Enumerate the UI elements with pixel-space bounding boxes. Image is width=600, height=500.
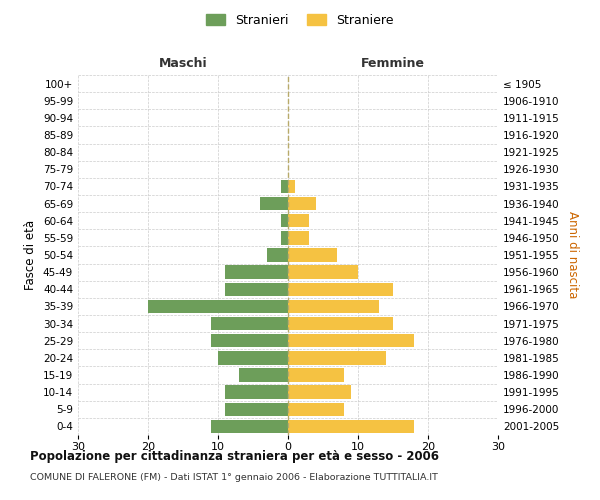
- Bar: [281, 214, 288, 228]
- Bar: [267, 248, 288, 262]
- Bar: [288, 351, 386, 364]
- Text: COMUNE DI FALERONE (FM) - Dati ISTAT 1° gennaio 2006 - Elaborazione TUTTITALIA.I: COMUNE DI FALERONE (FM) - Dati ISTAT 1° …: [30, 472, 438, 482]
- Bar: [225, 282, 288, 296]
- Bar: [281, 180, 288, 193]
- Bar: [218, 351, 288, 364]
- Bar: [288, 300, 379, 313]
- Bar: [288, 317, 393, 330]
- Bar: [281, 231, 288, 244]
- Y-axis label: Anni di nascita: Anni di nascita: [566, 212, 579, 298]
- Bar: [260, 197, 288, 210]
- Text: Popolazione per cittadinanza straniera per età e sesso - 2006: Popolazione per cittadinanza straniera p…: [30, 450, 439, 463]
- Text: Maschi: Maschi: [158, 57, 208, 70]
- Bar: [288, 197, 316, 210]
- Bar: [288, 368, 344, 382]
- Bar: [288, 180, 295, 193]
- Text: Femmine: Femmine: [361, 57, 425, 70]
- Bar: [288, 402, 344, 416]
- Bar: [211, 420, 288, 433]
- Y-axis label: Fasce di età: Fasce di età: [25, 220, 37, 290]
- Bar: [225, 266, 288, 279]
- Bar: [288, 386, 351, 399]
- Bar: [239, 368, 288, 382]
- Bar: [288, 266, 358, 279]
- Bar: [225, 386, 288, 399]
- Bar: [225, 402, 288, 416]
- Bar: [211, 334, 288, 347]
- Bar: [288, 248, 337, 262]
- Bar: [288, 231, 309, 244]
- Bar: [148, 300, 288, 313]
- Bar: [288, 334, 414, 347]
- Bar: [288, 282, 393, 296]
- Bar: [288, 214, 309, 228]
- Bar: [288, 420, 414, 433]
- Legend: Stranieri, Straniere: Stranieri, Straniere: [202, 8, 398, 32]
- Bar: [211, 317, 288, 330]
